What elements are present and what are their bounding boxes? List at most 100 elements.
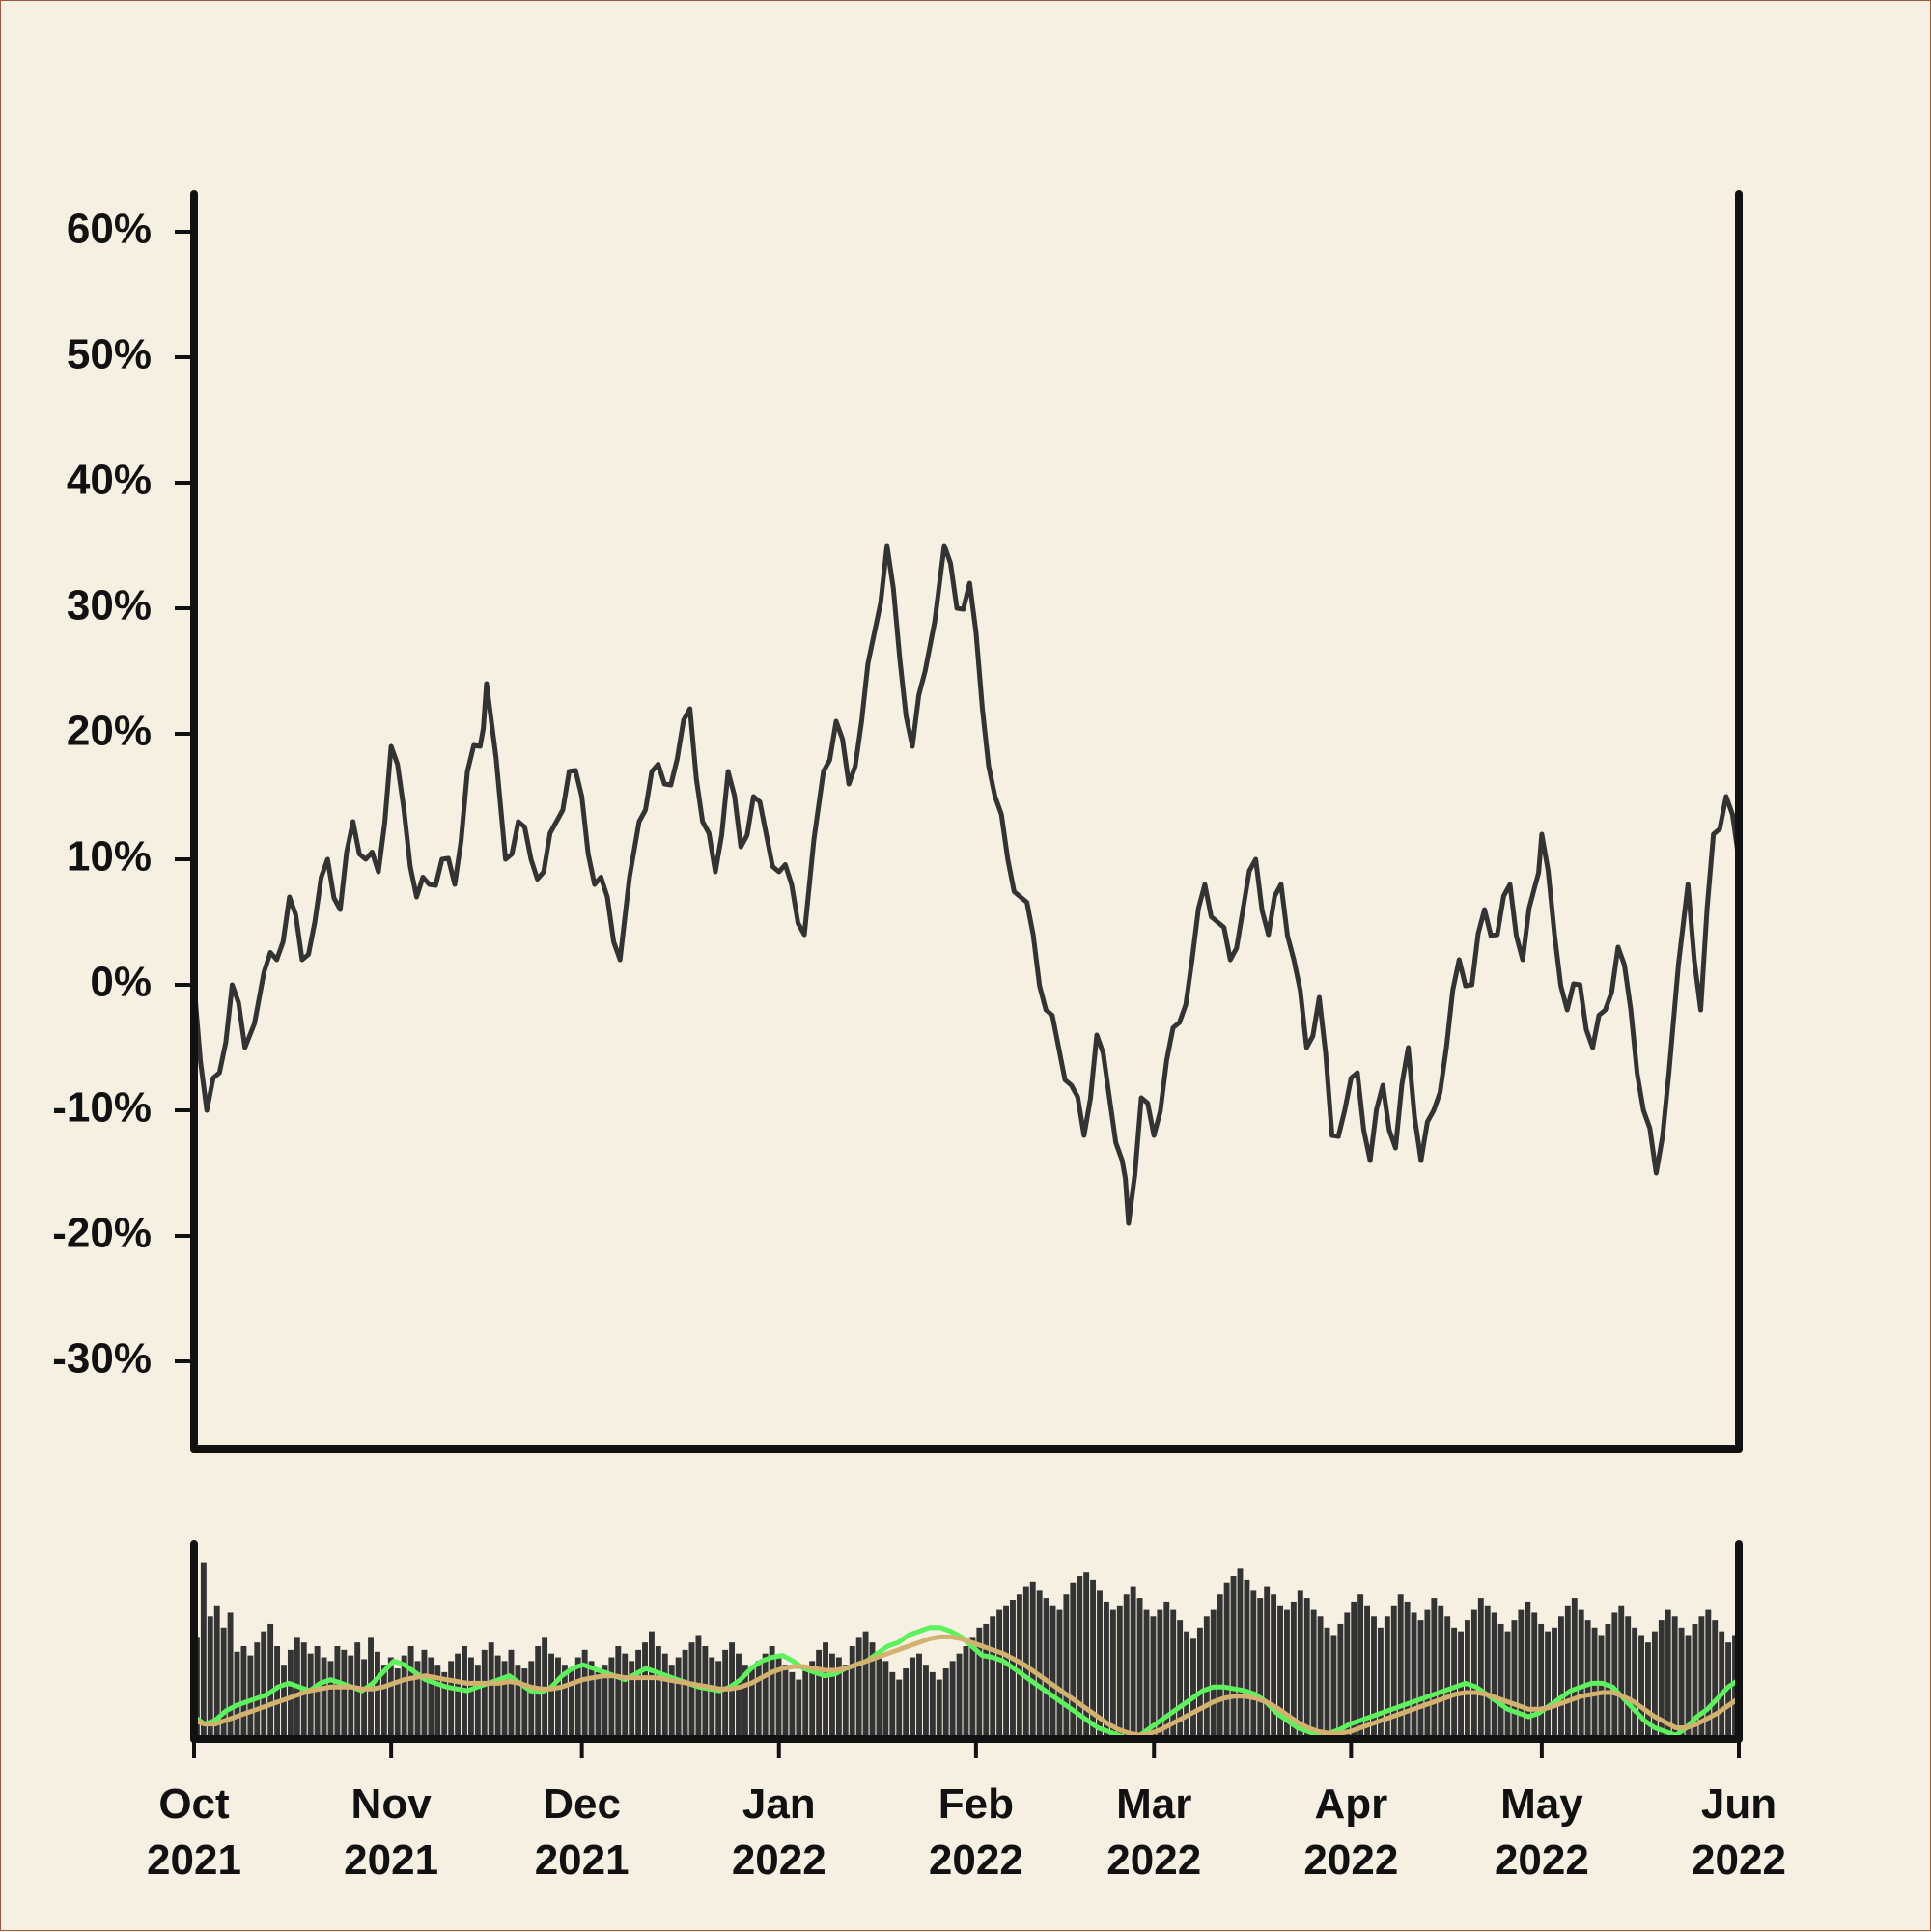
volume-bar [528,1661,535,1739]
volume-bar [1223,1582,1230,1739]
y-tick-label: 10% [67,833,152,881]
volume-bar [1077,1576,1083,1739]
volume-bar [1310,1609,1317,1739]
volume-bar [1303,1598,1310,1739]
x-tick-month-label: May [1500,1780,1583,1828]
volume-bar [1083,1572,1090,1739]
volume-bar [702,1646,709,1739]
volume-bar [467,1657,474,1739]
volume-bar [254,1642,261,1739]
volume-bar [1384,1616,1390,1739]
volume-bar [548,1653,554,1739]
y-tick-label: -30% [52,1335,152,1383]
volume-bar [348,1655,354,1739]
volume-bar [996,1609,1003,1739]
volume-bar [782,1665,789,1739]
volume-bar [736,1653,742,1739]
volume-bar [1638,1635,1644,1739]
volume-bar [809,1661,816,1739]
x-tick-year-label: 2022 [1495,1836,1589,1884]
volume-bar [615,1646,622,1739]
y-tick-label: 60% [67,206,152,253]
volume-bar [1277,1605,1283,1739]
volume-bar [1605,1623,1611,1739]
volume-bar [321,1657,327,1739]
x-tick-year-label: 2022 [929,1836,1023,1884]
volume-bar [1264,1586,1271,1739]
x-tick-year-label: 2021 [147,1836,241,1884]
volume-bar [983,1623,990,1739]
x-tick-month-label: Nov [351,1780,433,1828]
volume-bar [1571,1598,1578,1739]
volume-bar [361,1659,368,1739]
volume-bar [1645,1642,1651,1739]
volume-bar [1022,1586,1029,1739]
volume-bar [1552,1627,1557,1739]
volume-bar [1090,1579,1097,1739]
x-tick-month-label: Jan [742,1780,816,1828]
volume-bar [1504,1631,1511,1739]
volume-bar [722,1649,729,1739]
volume-bar [561,1665,568,1739]
volume-bar [1511,1620,1518,1739]
volume-bar [709,1657,715,1739]
volume-bar [375,1651,380,1739]
volume-bar [969,1637,976,1739]
volume-bar [903,1668,910,1739]
volume-bar [1518,1609,1525,1739]
y-tick-label: 20% [67,708,152,755]
volume-bar [835,1657,842,1739]
volume-bar [1719,1631,1725,1739]
volume-bar [1271,1594,1277,1739]
volume-bar [775,1657,782,1739]
y-tick-label: -10% [52,1084,152,1132]
volume-bar [668,1665,675,1739]
x-tick-month-label: Apr [1314,1780,1387,1828]
volume-bar [1190,1638,1196,1739]
volume-bar [1063,1594,1070,1739]
volume-bar [1364,1605,1371,1739]
volume-bar [675,1657,682,1739]
volume-bar [1237,1568,1244,1739]
volume-bar [595,1671,602,1739]
volume-bar [1538,1623,1545,1739]
volume-bar [936,1679,942,1739]
volume-bar [421,1649,428,1739]
price-line [191,543,1742,1226]
volume-bar [387,1657,394,1739]
volume-bar [1390,1605,1397,1739]
y-tick-label: 30% [67,582,152,630]
volume-bar [588,1661,595,1739]
price-panel: 60% 50% 40% 30% 20% 10% 0% -10% -20% -30% [52,190,1743,1453]
volume-bar [1043,1598,1049,1739]
volume-bar [1070,1582,1077,1739]
volume-bar [1177,1620,1184,1739]
volume-bar [876,1653,882,1739]
volume-bar [1130,1586,1136,1739]
volume-bar [401,1655,407,1739]
volume-bar [1217,1594,1223,1739]
volume-bar [1003,1605,1009,1739]
y-tick-label: -20% [52,1210,152,1257]
volume-bar [341,1649,348,1739]
volume-bar [1377,1627,1384,1739]
volume-bar [1150,1616,1157,1739]
volume-bar [555,1657,561,1739]
volume-bar [1344,1612,1351,1739]
volume-bar [1196,1627,1203,1739]
volume-bar [1036,1590,1043,1739]
volume-bar [882,1661,889,1739]
volume-bar [1545,1631,1552,1739]
volume-bar [261,1631,267,1739]
volume-bar [434,1665,441,1739]
volume-bar [769,1646,775,1739]
volume-bar [1411,1612,1417,1739]
volume-bar [327,1661,334,1739]
volume-bar [1210,1609,1217,1739]
volume-bar [1324,1627,1330,1739]
volume-bar [200,1562,207,1739]
volume-bar [1618,1605,1625,1739]
volume-bar [990,1616,996,1739]
volume-bar [715,1661,722,1739]
x-tick-month-label: Oct [158,1780,230,1828]
